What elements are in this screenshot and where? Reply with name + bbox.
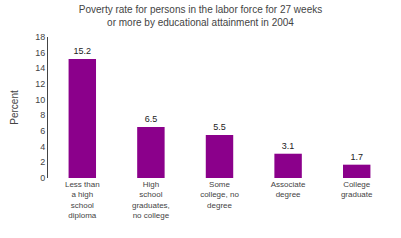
svg-text:4: 4 — [40, 142, 45, 152]
svg-text:Less thana highschooldiploma: Less thana highschooldiploma — [65, 180, 100, 220]
svg-text:15.2: 15.2 — [74, 46, 92, 56]
svg-text:14: 14 — [35, 63, 45, 73]
svg-text:10: 10 — [35, 95, 45, 105]
svg-text:5.5: 5.5 — [213, 122, 226, 132]
svg-text:6.5: 6.5 — [145, 114, 158, 124]
svg-text:6: 6 — [40, 126, 45, 136]
svg-text:Percent: Percent — [9, 90, 20, 125]
svg-text:Somecollege, nodegree: Somecollege, nodegree — [200, 180, 239, 210]
svg-text:18: 18 — [35, 32, 45, 42]
svg-text:12: 12 — [35, 79, 45, 89]
svg-text:2: 2 — [40, 157, 45, 167]
svg-text:8: 8 — [40, 110, 45, 120]
svg-text:Highschoolgraduates,no college: Highschoolgraduates,no college — [132, 180, 170, 220]
svg-text:Collegegraduate: Collegegraduate — [341, 180, 373, 199]
svg-text:Poverty rate for persons in th: Poverty rate for persons in the labor fo… — [79, 4, 322, 28]
svg-text:0: 0 — [40, 173, 45, 183]
svg-text:Associatedegree: Associatedegree — [271, 180, 306, 199]
svg-text:1.7: 1.7 — [350, 152, 363, 162]
svg-text:16: 16 — [35, 48, 45, 58]
svg-text:3.1: 3.1 — [282, 141, 295, 151]
